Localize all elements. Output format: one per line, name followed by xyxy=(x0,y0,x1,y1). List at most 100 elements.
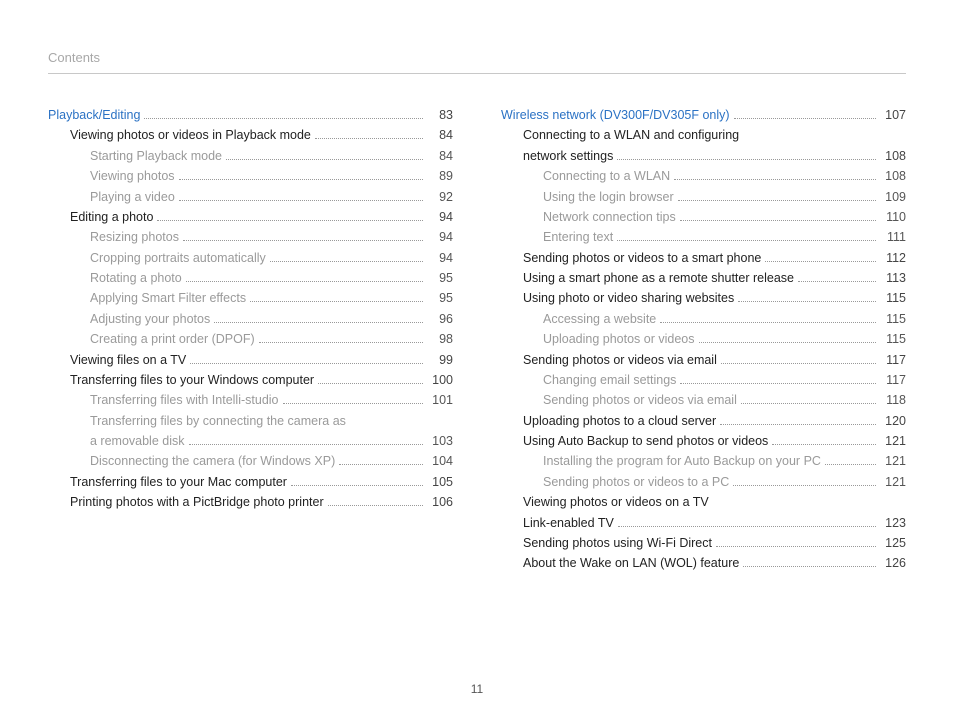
leader-dots xyxy=(743,566,876,567)
toc-page: 113 xyxy=(880,269,906,288)
toc-entry[interactable]: Creating a print order (DPOF)98 xyxy=(48,330,453,349)
toc-entry[interactable]: Starting Playback mode84 xyxy=(48,147,453,166)
toc-label: Uploading photos or videos xyxy=(543,330,695,349)
leader-dots xyxy=(798,281,876,282)
leader-dots xyxy=(680,383,876,384)
toc-page: 123 xyxy=(880,514,906,533)
leader-dots xyxy=(157,220,423,221)
toc-page: 84 xyxy=(427,147,453,166)
toc-label: network settings xyxy=(523,147,613,166)
toc-entry[interactable]: Installing the program for Auto Backup o… xyxy=(501,452,906,471)
toc-entry[interactable]: Uploading photos or videos115 xyxy=(501,330,906,349)
toc-entry[interactable]: Adjusting your photos 96 xyxy=(48,310,453,329)
leader-dots xyxy=(674,179,876,180)
toc-entry[interactable]: Viewing photos or videos in Playback mod… xyxy=(48,126,453,145)
leader-dots xyxy=(318,383,423,384)
leader-dots xyxy=(189,444,424,445)
toc-label: Uploading photos to a cloud server xyxy=(523,412,716,431)
toc-entry[interactable]: Editing a photo94 xyxy=(48,208,453,227)
toc-label: Playing a video xyxy=(90,188,175,207)
toc-entry[interactable]: Playing a video92 xyxy=(48,188,453,207)
toc-label: Using a smart phone as a remote shutter … xyxy=(523,269,794,288)
toc-entry[interactable]: Applying Smart Filter effects95 xyxy=(48,289,453,308)
toc-label: Disconnecting the camera (for Windows XP… xyxy=(90,452,335,471)
toc-entry[interactable]: Printing photos with a PictBridge photo … xyxy=(48,493,453,512)
leader-dots xyxy=(315,138,423,139)
toc-entry[interactable]: Resizing photos 94 xyxy=(48,228,453,247)
toc-label: Connecting to a WLAN xyxy=(543,167,670,186)
toc-label: Resizing photos xyxy=(90,228,179,247)
toc-entry[interactable]: Changing email settings117 xyxy=(501,371,906,390)
toc-entry[interactable]: Transferring files to your Windows compu… xyxy=(48,371,453,390)
leader-dots xyxy=(226,159,423,160)
toc-page: 109 xyxy=(880,188,906,207)
toc-entry[interactable]: Uploading photos to a cloud server 120 xyxy=(501,412,906,431)
toc-label: Adjusting your photos xyxy=(90,310,210,329)
toc-label: Changing email settings xyxy=(543,371,676,390)
toc-entry[interactable]: Transferring files with Intelli-studio10… xyxy=(48,391,453,410)
leader-dots xyxy=(617,159,876,160)
leader-dots xyxy=(618,526,876,527)
toc-entry[interactable]: Using the login browser109 xyxy=(501,188,906,207)
toc-entry[interactable]: Sending photos or videos to a smart phon… xyxy=(501,249,906,268)
toc-entry[interactable]: Wireless network (DV300F/DV305F only) 107 xyxy=(501,106,906,125)
toc-entry[interactable]: Entering text 111 xyxy=(501,228,906,247)
toc-page: 103 xyxy=(427,432,453,451)
toc-entry[interactable]: Sending photos or videos via email118 xyxy=(501,391,906,410)
toc-entry[interactable]: Viewing files on a TV99 xyxy=(48,351,453,370)
toc-page: 106 xyxy=(427,493,453,512)
toc-page: 120 xyxy=(880,412,906,431)
toc-entry[interactable]: Using Auto Backup to send photos or vide… xyxy=(501,432,906,451)
toc-page: 108 xyxy=(880,147,906,166)
toc-entry[interactable]: About the Wake on LAN (WOL) feature 126 xyxy=(501,554,906,573)
left-column: Playback/Editing83Viewing photos or vide… xyxy=(48,106,453,575)
toc-page: 83 xyxy=(427,106,453,125)
toc-label: About the Wake on LAN (WOL) feature xyxy=(523,554,739,573)
toc-page: 117 xyxy=(880,351,906,370)
toc-page: 125 xyxy=(880,534,906,553)
toc-label: Link-enabled TV xyxy=(523,514,614,533)
toc-entry[interactable]: Playback/Editing83 xyxy=(48,106,453,125)
toc-page: 107 xyxy=(880,106,906,125)
toc-page: 121 xyxy=(880,452,906,471)
leader-dots xyxy=(270,261,423,262)
leader-dots xyxy=(259,342,423,343)
toc-entry[interactable]: Transferring files to your Mac computer1… xyxy=(48,473,453,492)
leader-dots xyxy=(738,301,876,302)
toc-page: 98 xyxy=(427,330,453,349)
leader-dots xyxy=(144,118,423,119)
toc-entry[interactable]: Using a smart phone as a remote shutter … xyxy=(501,269,906,288)
toc-page: 108 xyxy=(880,167,906,186)
toc-page: 94 xyxy=(427,228,453,247)
toc-label: Sending photos using Wi-Fi Direct xyxy=(523,534,712,553)
toc-entry[interactable]: Sending photos using Wi-Fi Direct 125 xyxy=(501,534,906,553)
toc-entry[interactable]: Viewing photos89 xyxy=(48,167,453,186)
leader-dots xyxy=(733,485,876,486)
toc-entry[interactable]: Accessing a website115 xyxy=(501,310,906,329)
toc-entry[interactable]: Connecting to a WLAN 108 xyxy=(501,167,906,186)
leader-dots xyxy=(214,322,423,323)
toc-label: Entering text xyxy=(543,228,613,247)
toc-label: Connecting to a WLAN and configuring xyxy=(523,126,739,145)
toc-label: Viewing photos or videos on a TV xyxy=(523,493,709,512)
toc-entry[interactable]: Sending photos or videos via email117 xyxy=(501,351,906,370)
toc-entry[interactable]: Cropping portraits automatically94 xyxy=(48,249,453,268)
toc-label: Transferring files to your Windows compu… xyxy=(70,371,314,390)
toc-entry[interactable]: Disconnecting the camera (for Windows XP… xyxy=(48,452,453,471)
toc-entry[interactable]: Rotating a photo95 xyxy=(48,269,453,288)
page-header: Contents xyxy=(48,50,906,74)
toc-label: Transferring files by connecting the cam… xyxy=(90,412,346,431)
leader-dots xyxy=(183,240,423,241)
toc-label: Wireless network (DV300F/DV305F only) xyxy=(501,106,730,125)
toc-page: 115 xyxy=(880,310,906,329)
toc-entry[interactable]: Sending photos or videos to a PC121 xyxy=(501,473,906,492)
toc-page: 101 xyxy=(427,391,453,410)
toc-page: 126 xyxy=(880,554,906,573)
toc-entry[interactable]: Network connection tips110 xyxy=(501,208,906,227)
toc-label: Sending photos or videos to a PC xyxy=(543,473,729,492)
leader-dots xyxy=(660,322,876,323)
toc-page: 111 xyxy=(880,228,906,247)
toc-page: 96 xyxy=(427,310,453,329)
toc-entry[interactable]: Using photo or video sharing websites115 xyxy=(501,289,906,308)
toc-label: Viewing photos or videos in Playback mod… xyxy=(70,126,311,145)
